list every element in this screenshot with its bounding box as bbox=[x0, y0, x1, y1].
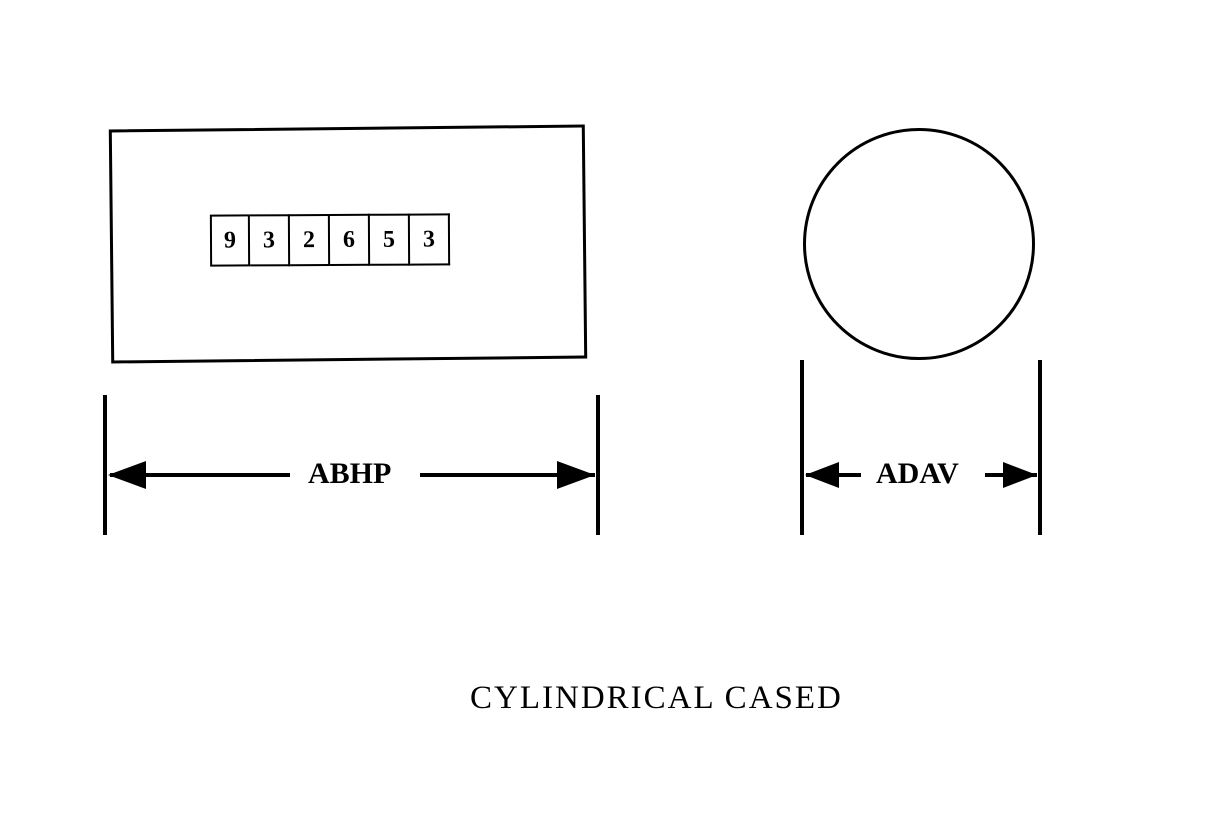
digit-cell: 5 bbox=[370, 214, 410, 266]
digit-cell: 9 bbox=[210, 214, 250, 266]
abhp-right-tick bbox=[596, 395, 600, 535]
digit-cell: 3 bbox=[410, 213, 450, 265]
abhp-arrow-right bbox=[557, 461, 595, 489]
diagram-title: CYLINDRICAL CASED bbox=[470, 680, 843, 717]
adav-right-tick bbox=[1038, 360, 1042, 535]
digit: 3 bbox=[423, 226, 435, 253]
digit: 6 bbox=[343, 226, 355, 253]
adav-arrow-left bbox=[805, 462, 839, 488]
digit: 3 bbox=[263, 227, 275, 254]
abhp-left-tick bbox=[103, 395, 107, 535]
digit-row: 9 3 2 6 5 3 bbox=[210, 213, 450, 266]
digit: 9 bbox=[224, 227, 236, 254]
digit-cell: 2 bbox=[290, 214, 330, 266]
digit-cell: 6 bbox=[330, 214, 370, 266]
digit: 5 bbox=[383, 226, 395, 253]
adav-label: ADAV bbox=[868, 457, 967, 491]
side-view-circle bbox=[803, 128, 1035, 360]
abhp-arrow-left bbox=[108, 461, 146, 489]
digit-cell: 3 bbox=[250, 214, 290, 266]
diagram-container: 9 3 2 6 5 3 ABHP bbox=[0, 0, 1225, 818]
adav-arrow-right bbox=[1003, 462, 1037, 488]
adav-left-tick bbox=[800, 360, 804, 535]
abhp-label: ABHP bbox=[300, 457, 399, 491]
digit: 2 bbox=[303, 227, 315, 254]
